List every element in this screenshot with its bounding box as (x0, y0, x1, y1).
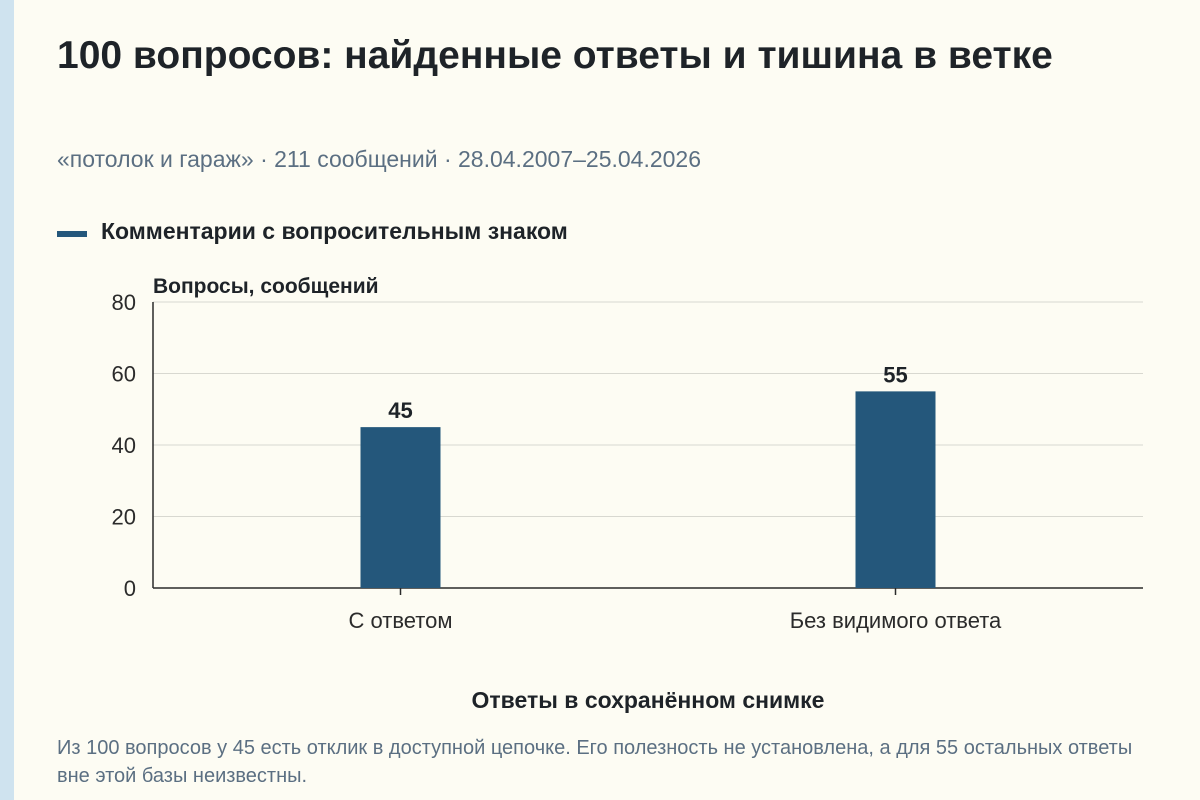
y-tick-label: 60 (112, 362, 136, 387)
y-tick-label: 40 (112, 433, 136, 458)
y-tick-label: 80 (112, 290, 136, 315)
bar-value-label: 45 (388, 398, 412, 423)
chart-subtitle: «потолок и гараж» · 211 сообщений · 28.0… (57, 146, 702, 172)
x-tick-label: С ответом (349, 608, 453, 633)
edge-stripe (0, 0, 14, 800)
legend: Комментарии с вопросительным знаком (57, 218, 568, 245)
y-axis-label: Вопросы, сообщений (153, 275, 379, 298)
bar (855, 391, 936, 588)
y-tick-label: 20 (112, 505, 136, 530)
chart-caption: Из 100 вопросов у 45 есть отклик в досту… (57, 737, 1133, 787)
x-tick-label: Без видимого ответа (790, 608, 1002, 633)
bar-value-label: 55 (883, 362, 907, 387)
x-axis-label: Ответы в сохранённом снимке (472, 687, 825, 713)
legend-label: Комментарии с вопросительным знаком (101, 218, 568, 244)
legend-swatch (57, 230, 87, 237)
bar (360, 427, 441, 588)
y-tick-label: 0 (124, 576, 136, 601)
chart-title: 100 вопросов: найденные ответы и тишина … (57, 34, 1053, 77)
